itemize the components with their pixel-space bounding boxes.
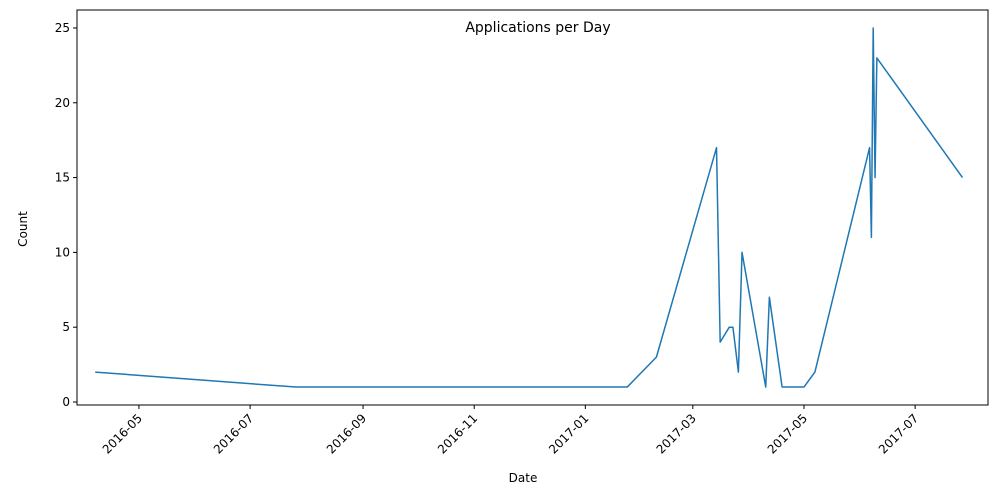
x-axis-label: Date: [509, 471, 538, 485]
y-tick-label: 10: [55, 245, 70, 259]
x-tick-label: 2017-05: [765, 411, 810, 456]
y-tick-label: 15: [55, 171, 70, 185]
chart-title: Applications per Day: [465, 20, 610, 36]
x-tick-label: 2017-03: [654, 411, 699, 456]
x-axis: 2016-05 2016-07 2016-09 2016-11 2017-01 2017-…: [100, 405, 921, 457]
x-tick-label: 2016-11: [435, 411, 480, 456]
x-tick-label: 2017-01: [546, 411, 591, 456]
y-tick-label: 20: [55, 96, 70, 110]
y-tick-label: 0: [62, 395, 70, 409]
y-axis: 0 5 10 15 20 25: [55, 21, 77, 409]
x-tick-label: 2016-09: [324, 411, 369, 456]
x-tick-label: 2016-05: [100, 411, 145, 456]
x-tick-label: 2017-07: [876, 411, 921, 456]
y-tick-label: 5: [62, 320, 70, 334]
plot-area: [95, 27, 964, 388]
plot-frame: [76, 9, 989, 406]
series-line-0: [95, 27, 964, 388]
y-axis-label: Count: [16, 211, 30, 247]
x-tick-label: 2016-07: [211, 411, 256, 456]
y-tick-label: 25: [55, 21, 70, 35]
